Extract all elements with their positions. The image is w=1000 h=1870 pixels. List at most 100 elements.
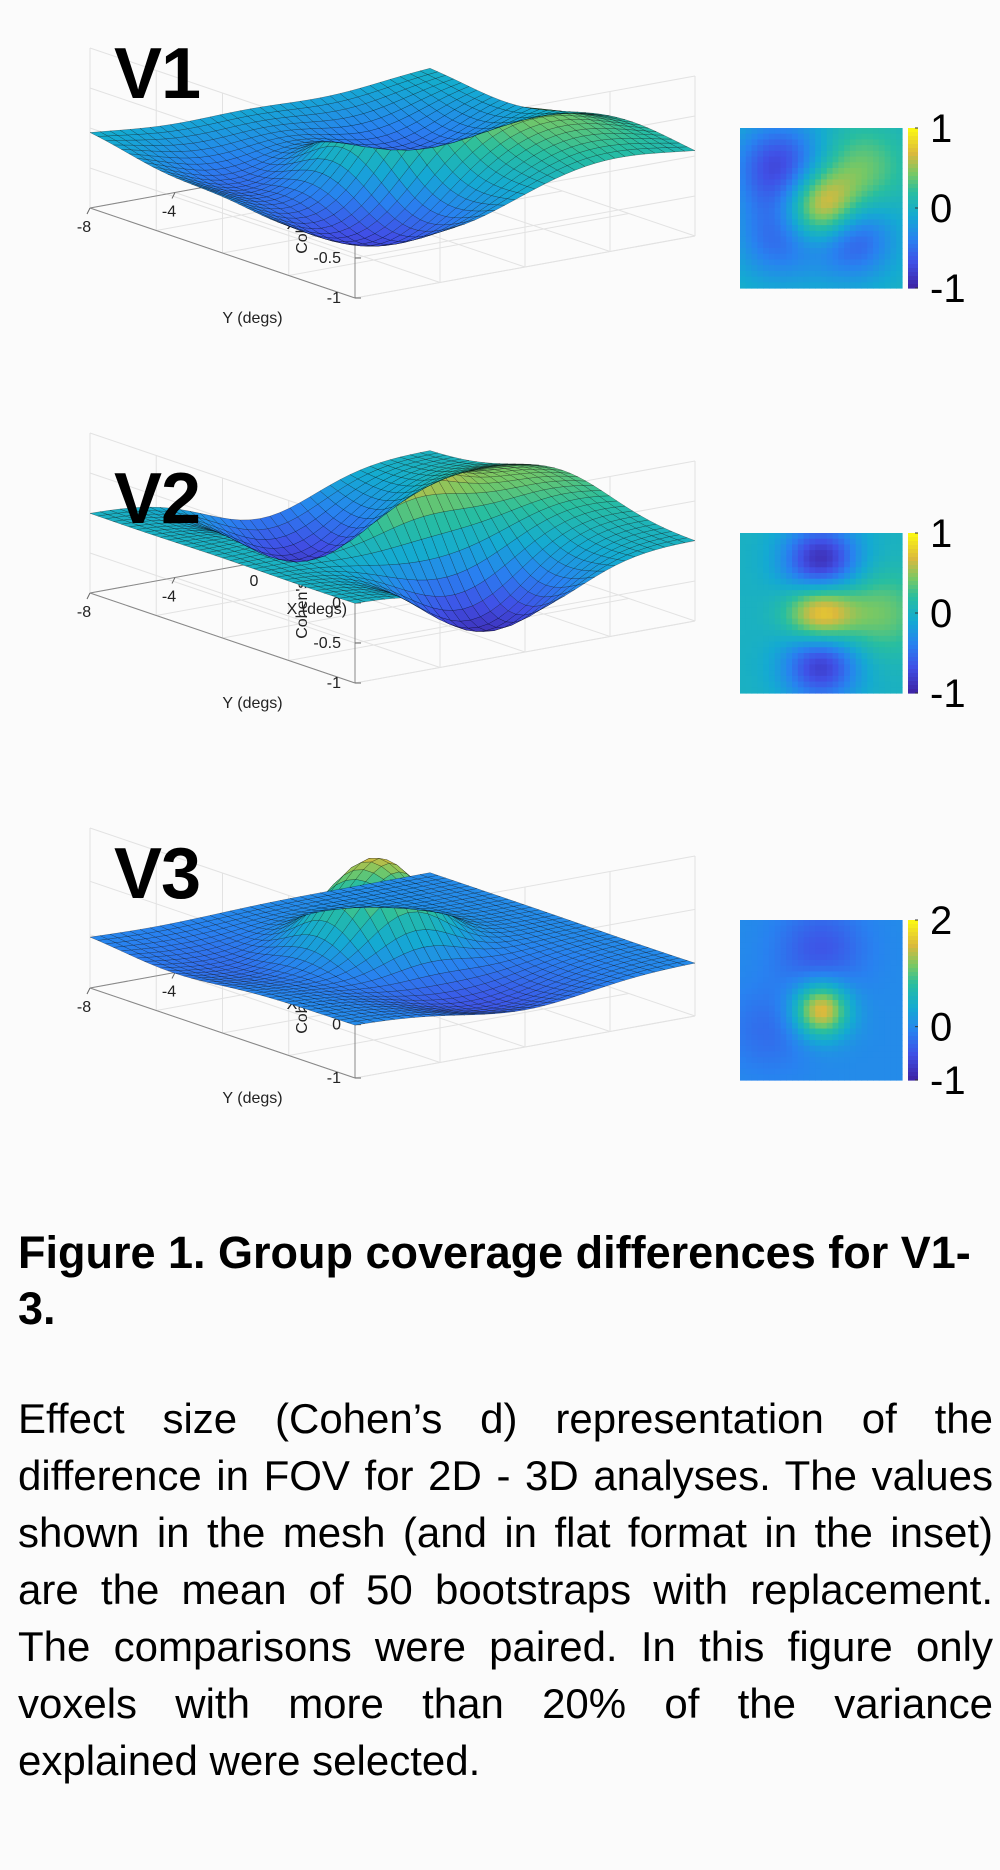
heatmap-cell-v2 (884, 561, 892, 568)
heatmap-cell-v1 (873, 225, 880, 232)
heatmap-cell-v1 (757, 282, 764, 289)
heatmap-cell-v1 (815, 219, 822, 226)
heatmap-cell-v2 (815, 658, 822, 666)
colorbar-segment-v2 (908, 617, 918, 622)
heatmap-cell-v2 (821, 550, 828, 557)
heatmap-cell-v1 (867, 179, 874, 186)
surface-mesh-v1 (89, 68, 696, 247)
heatmap-cell-v2 (763, 590, 770, 597)
heatmap-cell-v2 (896, 555, 903, 563)
heatmap-cell-v2 (821, 555, 828, 563)
heatmap-cell-v1 (832, 219, 839, 226)
z-tick-label-v3-2: 0 (332, 1017, 341, 1034)
y-axis-label-v1: Y (degs) (222, 310, 282, 327)
heatmap-cell-v1 (780, 162, 787, 169)
heatmap-cell-v2 (838, 641, 845, 648)
heatmap-cell-v1 (867, 270, 874, 278)
heatmap-cell-v1 (878, 265, 886, 272)
heatmap-cell-v2 (797, 550, 805, 557)
heatmap-cell-v1 (797, 133, 805, 141)
heatmap-cell-v2 (873, 613, 880, 620)
heatmap-cell-v1 (751, 133, 758, 141)
heatmap-cell-v1 (786, 139, 793, 146)
heatmap-cell-v1 (809, 225, 816, 232)
heatmap-cell-v1 (740, 242, 747, 249)
heatmap-cell-v2 (861, 573, 868, 580)
heatmap-cell-v2 (745, 573, 753, 580)
heatmap-cell-v2 (884, 584, 892, 591)
heatmap-cell-v1 (745, 225, 753, 232)
heatmap-cell-v2 (763, 658, 770, 666)
heatmap-cell-v1 (792, 276, 799, 283)
heatmap-cell-v1 (751, 213, 758, 221)
heatmap-cell-v2 (803, 584, 811, 591)
heatmap-cell-v1 (768, 128, 776, 135)
heatmap-cell-v2 (855, 573, 863, 580)
heatmap-cell-v1 (757, 168, 764, 175)
colorbar-segment-v2 (908, 653, 918, 658)
heatmap-cell-v2 (763, 635, 770, 643)
heatmap-cell-v1 (878, 208, 886, 215)
heatmap-cell-v1 (849, 145, 857, 152)
heatmap-cell-v1 (774, 276, 782, 283)
heatmap-cell-v2 (740, 658, 747, 666)
heatmap-cell-v1 (821, 219, 828, 226)
heatmap-cell-v2 (763, 578, 770, 586)
heatmap-cell-v2 (832, 670, 839, 677)
heatmap-cell-v2 (763, 647, 770, 654)
heatmap-cell-v2 (803, 544, 811, 551)
heatmap-cell-v1 (745, 196, 753, 203)
heatmap-cell-v1 (821, 162, 828, 169)
x-tick-label-v3-0: -8 (77, 999, 91, 1016)
heatmap-cell-v2 (821, 664, 828, 671)
colorbar-segment-v2 (908, 637, 918, 642)
heatmap-cell-v2 (774, 590, 782, 597)
heatmap-cell-v1 (792, 150, 799, 158)
heatmap-cell-v2 (797, 641, 805, 648)
heatmap-cell-v1 (838, 168, 845, 175)
heatmap-cell-v1 (763, 179, 770, 186)
heatmap-cell-v1 (809, 253, 816, 261)
heatmap-cell-v2 (745, 607, 753, 614)
heatmap-cell-v2 (768, 687, 776, 694)
heatmap-cell-v1 (867, 196, 874, 203)
heatmap-cell-v1 (878, 282, 886, 289)
heatmap-cell-v2 (849, 584, 857, 591)
heatmap-cell-v1 (832, 208, 839, 215)
heatmap-cell-v1 (826, 225, 834, 232)
heatmap-cell-v2 (815, 681, 822, 688)
heatmap-cell-v1 (792, 242, 799, 249)
heatmap-cell-v2 (774, 630, 782, 637)
heatmap-cell-v1 (861, 150, 868, 158)
heatmap-cell-v2 (763, 601, 770, 608)
panel-label-v1: V1 (114, 34, 201, 114)
colorbar-segment-v1 (908, 180, 918, 185)
heatmap-cell-v2 (757, 687, 764, 694)
heatmap-cell-v2 (821, 595, 828, 603)
heatmap-cell-v1 (809, 190, 816, 198)
heatmap-cell-v2 (745, 624, 753, 631)
colorbar-segment-v1 (908, 216, 918, 221)
heatmap-cell-v1 (849, 253, 857, 261)
heatmap-cell-v2 (832, 664, 839, 671)
heatmap-cell-v1 (838, 253, 845, 261)
heatmap-cell-v1 (826, 213, 834, 221)
heatmap-cell-v2 (803, 647, 811, 654)
heatmap-cell-v1 (768, 162, 776, 169)
heatmap-cell-v1 (751, 145, 758, 152)
heatmap-cell-v1 (751, 139, 758, 146)
heatmap-cell-v2 (768, 658, 776, 666)
heatmap-cell-v1 (768, 213, 776, 221)
heatmap-cell-v1 (809, 168, 816, 175)
heatmap-cell-v1 (844, 213, 851, 221)
heatmap-cell-v1 (861, 179, 868, 186)
heatmap-cell-v1 (786, 208, 793, 215)
heatmap-cell-v1 (821, 225, 828, 232)
heatmap-cell-v2 (751, 550, 758, 557)
heatmap-cell-v2 (792, 613, 799, 620)
heatmap-cell-v1 (878, 128, 886, 135)
heatmap-cell-v2 (803, 624, 811, 631)
heatmap-cell-v2 (803, 573, 811, 580)
heatmap-cell-v1 (815, 270, 822, 278)
heatmap-cell-v2 (873, 681, 880, 688)
